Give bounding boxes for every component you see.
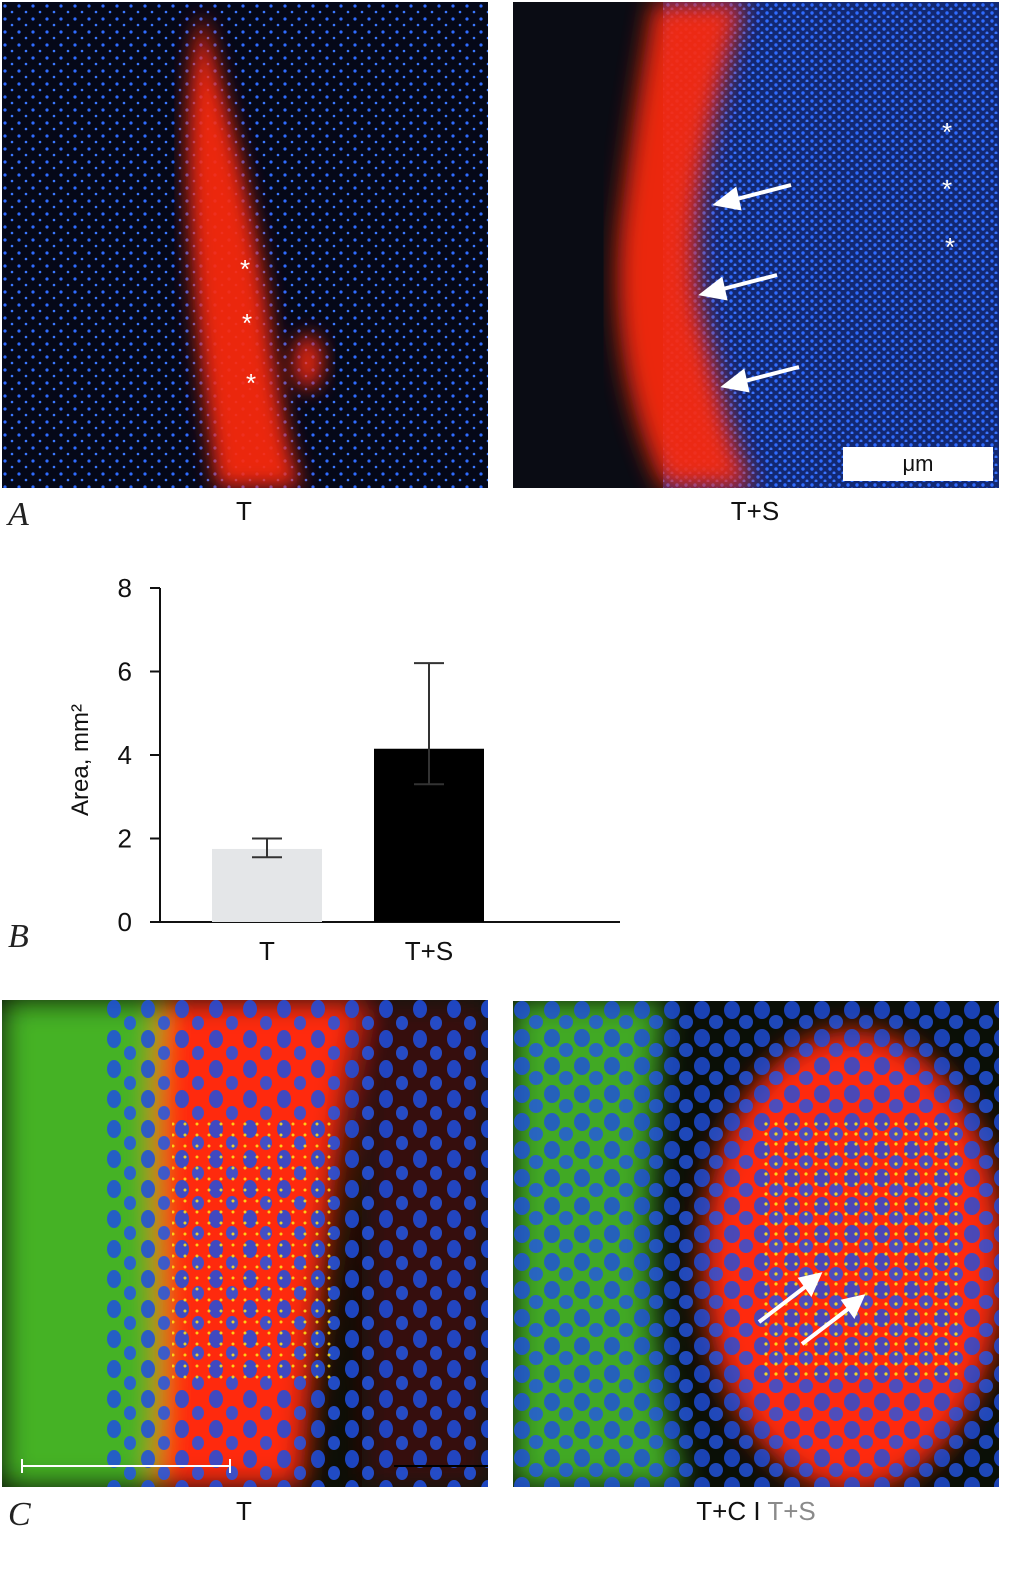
caption-tc: T+C [696,1496,747,1526]
marker-asterisk: * [246,368,257,398]
micrograph-c-tc [513,1001,999,1487]
bar-t [212,848,322,922]
panel-c-left-caption: T [236,1496,252,1526]
bar-chart-area: 0 2 4 6 8 T T+S Area, mm² [67,573,620,966]
panel-a-left-caption: T [236,496,252,526]
scale-bar-label: μm [843,447,993,481]
panel-a-letter: A [8,496,29,533]
x-tick-label: T+S [405,936,453,966]
caption-separator: I [753,1496,761,1526]
y-tick-label: 4 [118,740,132,770]
y-axis-title: Area, mm² [67,704,94,816]
panel-a-left-micrograph: * * * [2,2,488,488]
marker-asterisk: * [945,232,956,262]
panel-c-letter: C [8,1496,31,1533]
x-tick-label: T [259,936,275,966]
panel-a-right-caption: T+S [730,496,780,526]
arrow-overlay [698,183,800,393]
marker-asterisk: * [242,308,253,338]
marker-asterisk: * [240,254,251,284]
caption-ts-gray: T+S [767,1496,816,1526]
panel-c-right-caption: T+C I T+S [696,1496,816,1527]
panel-a-right-micrograph: * * * μm [513,2,999,488]
micrograph-a-t [2,2,488,488]
panel-c-right-micrograph [513,1001,999,1487]
micrograph-a-ts [513,2,999,488]
marker-asterisk: * [942,174,953,204]
marker-asterisk: * [942,117,953,147]
panel-b-letter: B [8,918,29,955]
y-tick-label: 0 [118,907,132,937]
panel-c-left-micrograph [2,1000,488,1487]
y-tick-label: 6 [118,657,132,687]
micrograph-c-t [2,1000,488,1487]
y-tick-label: 8 [118,573,132,603]
y-tick-label: 2 [118,824,132,854]
